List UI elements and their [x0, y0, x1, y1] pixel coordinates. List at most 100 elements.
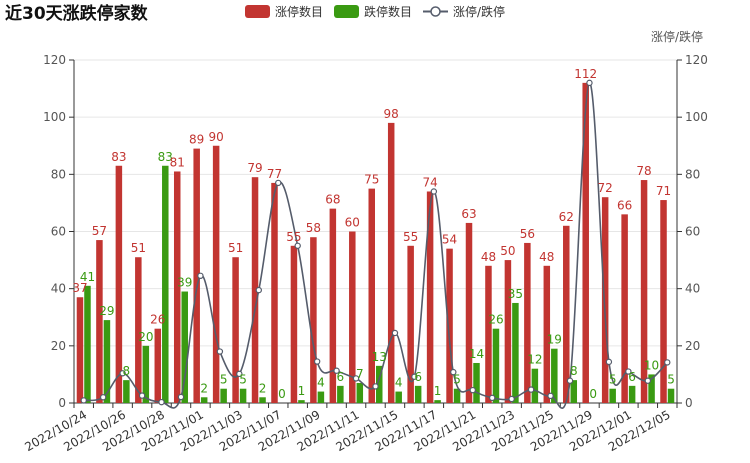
bar-up[interactable]	[582, 82, 589, 403]
bar-up[interactable]	[212, 145, 220, 403]
ratio-point[interactable]	[352, 375, 360, 382]
bar-up[interactable]	[96, 240, 103, 403]
bar-up[interactable]	[407, 245, 414, 403]
ratio-point[interactable]	[138, 392, 146, 399]
bar-down[interactable]	[200, 397, 208, 403]
bar-up[interactable]	[640, 180, 648, 403]
bar-down[interactable]	[609, 388, 616, 403]
ratio-point[interactable]	[450, 368, 457, 376]
bar-up[interactable]	[543, 265, 551, 403]
bar-down[interactable]	[356, 382, 364, 403]
bar-up[interactable]	[387, 122, 395, 403]
bar-down[interactable]	[84, 285, 91, 403]
bar-down[interactable]	[531, 368, 539, 403]
bar-up[interactable]	[232, 257, 239, 403]
bar-down[interactable]	[551, 348, 558, 403]
ratio-point[interactable]	[294, 242, 301, 249]
bar-up[interactable]	[154, 328, 162, 403]
bar-up[interactable]	[601, 197, 609, 403]
bar-up[interactable]	[368, 188, 376, 403]
bar-up[interactable]	[76, 297, 84, 403]
ratio-point[interactable]	[664, 359, 671, 366]
bar-down[interactable]	[473, 362, 480, 403]
ratio-point[interactable]	[527, 386, 535, 393]
bar-down[interactable]	[220, 388, 227, 403]
bar-up[interactable]	[193, 148, 200, 403]
ratio-point[interactable]	[625, 368, 632, 375]
bar-down[interactable]	[628, 385, 636, 403]
bar-down[interactable]	[123, 380, 130, 403]
ratio-point[interactable]	[469, 386, 476, 394]
bar-down[interactable]	[512, 302, 519, 403]
bar-down[interactable]	[434, 400, 441, 403]
bar-up[interactable]	[251, 177, 259, 403]
ratio-point[interactable]	[313, 358, 321, 365]
ratio-point[interactable]	[586, 79, 593, 87]
bar-down[interactable]	[181, 291, 188, 403]
bar-up[interactable]	[310, 237, 317, 403]
bar-up[interactable]	[485, 265, 492, 403]
ratio-point[interactable]	[216, 348, 224, 355]
bar-down[interactable]	[395, 391, 402, 403]
bar-down[interactable]	[337, 385, 344, 403]
ratio-point[interactable]	[80, 397, 87, 404]
ratio-point[interactable]	[177, 393, 185, 401]
ratio-point[interactable]	[547, 392, 554, 400]
ratio-line-layer	[80, 79, 671, 409]
bar-up[interactable]	[563, 225, 570, 403]
bar-down[interactable]	[162, 165, 169, 403]
bar-down[interactable]	[492, 328, 500, 403]
legend-item-down[interactable]: 跌停数目	[334, 4, 412, 19]
ratio-point[interactable]	[508, 395, 515, 403]
bar-up[interactable]	[660, 200, 667, 403]
ratio-point[interactable]	[391, 329, 399, 337]
bar-up[interactable]	[524, 242, 531, 403]
ratio-point[interactable]	[411, 373, 418, 380]
bar-down[interactable]	[667, 388, 675, 403]
bar-up[interactable]	[271, 182, 278, 403]
ratio-point[interactable]	[566, 377, 574, 384]
bar-down[interactable]	[103, 320, 111, 403]
ratio-point[interactable]	[236, 370, 243, 378]
bar-up[interactable]	[446, 248, 453, 403]
bar-up[interactable]	[349, 231, 356, 404]
ratio-point[interactable]	[275, 179, 282, 187]
legend-item-up[interactable]: 涨停数目	[245, 4, 323, 19]
bar-up[interactable]	[115, 165, 123, 403]
bar-up[interactable]	[173, 171, 181, 403]
bar-down[interactable]	[239, 388, 247, 403]
bar-up[interactable]	[135, 257, 142, 403]
ratio-point[interactable]	[99, 394, 107, 401]
legend-swatch-down	[334, 5, 359, 18]
bar-down[interactable]	[317, 391, 325, 403]
data-label-up: 68	[325, 193, 340, 207]
bar-down[interactable]	[414, 385, 422, 403]
data-label-up: 37	[72, 281, 87, 295]
bar-down[interactable]	[570, 380, 578, 403]
bar-down[interactable]	[453, 388, 461, 403]
bar-down[interactable]	[259, 397, 266, 403]
ratio-point[interactable]	[372, 383, 379, 390]
ratio-point[interactable]	[158, 398, 165, 406]
bar-up[interactable]	[465, 222, 473, 403]
ratio-point[interactable]	[644, 377, 652, 384]
bar-down[interactable]	[142, 345, 150, 403]
bar-up[interactable]	[290, 245, 298, 403]
bar-down[interactable]	[376, 365, 383, 403]
bar-down[interactable]	[298, 400, 305, 403]
bar-up[interactable]	[329, 208, 337, 403]
ratio-point[interactable]	[197, 272, 204, 280]
legend-item-ratio[interactable]: 涨停/跌停	[423, 4, 505, 19]
ratio-point[interactable]	[430, 188, 438, 195]
ratio-point[interactable]	[119, 370, 126, 377]
y-right-tick-label: 20	[685, 339, 700, 353]
ratio-point[interactable]	[255, 286, 262, 294]
bar-up[interactable]	[621, 214, 628, 403]
ratio-point[interactable]	[605, 358, 613, 366]
ratio-point[interactable]	[333, 367, 340, 374]
data-label-up: 83	[111, 150, 126, 164]
bar-up[interactable]	[504, 260, 512, 403]
bar-up[interactable]	[426, 191, 434, 403]
ratio-point[interactable]	[489, 394, 496, 402]
bar-down[interactable]	[648, 374, 655, 403]
